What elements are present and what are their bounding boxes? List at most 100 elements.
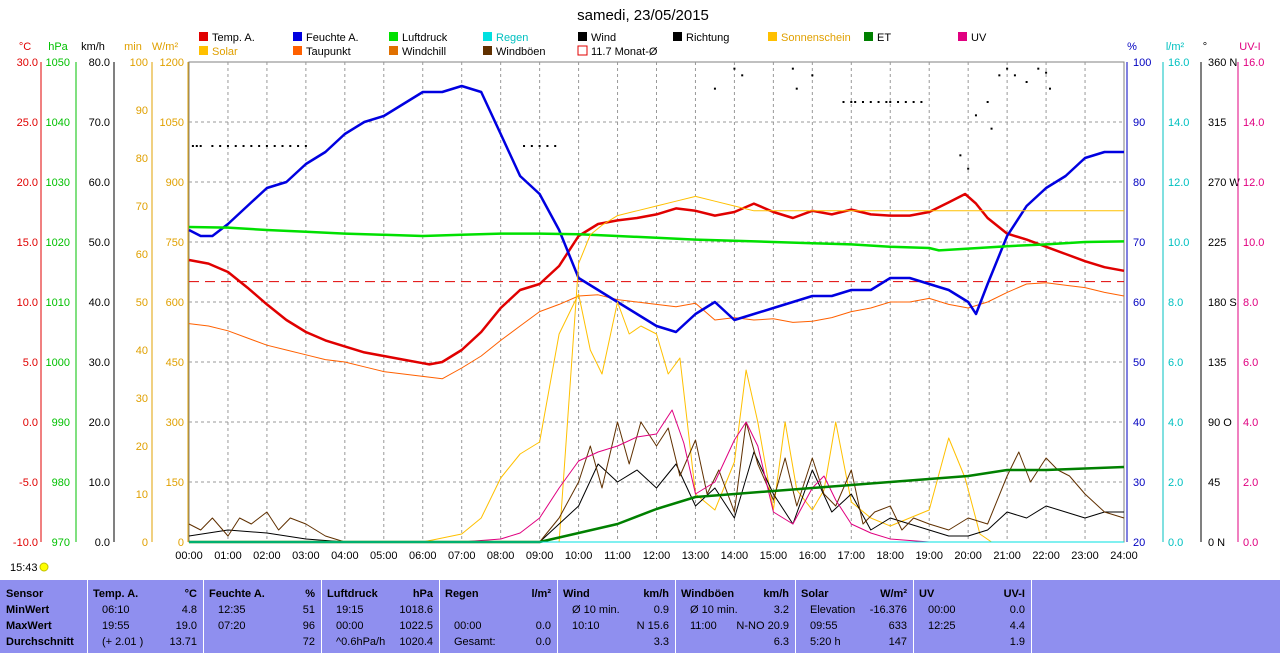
stats-cell: -16.376: [869, 604, 907, 616]
left-tick-label: 1020: [46, 237, 70, 249]
direction-point: [258, 145, 261, 147]
current-time-marker: [39, 562, 49, 572]
right-tick-label: 40: [1133, 417, 1145, 429]
stats-cell: Gesamt:: [454, 636, 496, 648]
direction-point: [974, 114, 977, 117]
x-tick-label: 12:00: [643, 550, 671, 562]
plot-area: [188, 67, 1125, 544]
direction-point: [912, 101, 915, 103]
stats-cell: 00:00: [336, 620, 364, 632]
right-tick-label: 270 W: [1208, 177, 1240, 189]
left-tick-label: 30.0: [17, 57, 38, 69]
left-tick-label: 750: [166, 237, 184, 249]
weather-chart: samedi, 23/05/2015 Temp. A. Feuchte A. Luf…: [10, 7, 1265, 574]
right-tick-label: 14.0: [1168, 117, 1189, 129]
left-axis-unit: hPa: [48, 41, 68, 53]
stats-cell: °C: [184, 588, 197, 600]
left-tick-label: 50.0: [89, 237, 110, 249]
x-tick-label: 20:00: [954, 550, 982, 562]
x-tick-label: 10:00: [565, 550, 593, 562]
direction-point: [795, 87, 798, 90]
direction-point: [242, 145, 245, 147]
legend-label-windchill: Windchill: [402, 46, 446, 58]
stats-cell: 4.8: [181, 604, 197, 616]
legend-label-humidity: Feuchte A.: [306, 32, 359, 44]
left-tick-label: -5.0: [19, 477, 38, 489]
direction-point: [1006, 67, 1009, 70]
stats-cell: Wind: [563, 588, 590, 600]
right-tick-label: 60: [1133, 297, 1145, 309]
left-tick-label: 20.0: [17, 177, 38, 189]
left-tick-label: 0.0: [23, 417, 38, 429]
right-tick-label: 20: [1133, 537, 1145, 549]
stats-cell: l/m²: [531, 588, 551, 600]
axes: °C 30.0 25.0 20.0 15.0 10.0 5.0 0.0 -5.0 -10.0 hPa…: [13, 41, 1265, 549]
left-tick-label: 1030: [46, 177, 70, 189]
left-tick-label: 1010: [46, 297, 70, 309]
stats-column-gust: Windböen km/h Ø 10 min. 3.2 11:00 N-NO 20.9 6.…: [676, 580, 796, 653]
stats-cell: W/m²: [880, 588, 907, 600]
stats-cell: N-NO 20.9: [736, 620, 789, 632]
stats-cell: (+ 2.01 ): [102, 636, 144, 648]
direction-point: [986, 101, 989, 103]
right-tick-label: 80: [1133, 177, 1145, 189]
stats-cell: 19:15: [336, 604, 364, 616]
stats-cell: 0.0: [535, 636, 551, 648]
stats-column-solar: Solar W/m² Elevation -16.376 09:55 633 5:20 h 1…: [796, 580, 914, 653]
stats-cell: 0.0: [1009, 604, 1025, 616]
stats-cell: 06:10: [102, 604, 130, 616]
right-tick-label: 0.0: [1168, 537, 1183, 549]
direction-point: [842, 101, 845, 103]
left-tick-label: 1040: [46, 117, 70, 129]
right-tick-label: 4.0: [1168, 417, 1183, 429]
stats-column-labels: Sensor MinWert MaxWert Durchschnitt: [0, 580, 88, 653]
left-axis-unit: W/m²: [152, 41, 179, 53]
left-tick-label: 10.0: [89, 477, 110, 489]
right-tick-label: 45: [1208, 477, 1220, 489]
direction-point: [523, 145, 526, 147]
stats-cell: Temp. A.: [93, 588, 139, 600]
right-tick-label: 10.0: [1168, 237, 1189, 249]
right-tick-label: 16.0: [1243, 57, 1264, 69]
direction-point: [265, 145, 268, 147]
stats-cell: Ø 10 min.: [572, 604, 620, 616]
x-tick-label: 23:00: [1071, 550, 1099, 562]
right-tick-label: 180 S: [1208, 297, 1237, 309]
right-tick-label: 12.0: [1243, 177, 1264, 189]
series-et: [189, 465, 1125, 544]
left-tick-label: 0: [142, 537, 148, 549]
legend-item-et: ET: [864, 32, 891, 44]
direction-point: [304, 145, 307, 147]
legend-item-pressure: Luftdruck: [389, 32, 448, 44]
right-tick-label: 0.0: [1243, 537, 1258, 549]
legend-item-solar: Solar: [199, 46, 238, 58]
direction-point: [897, 101, 900, 103]
direction-point: [546, 145, 549, 147]
left-tick-label: 50: [136, 297, 148, 309]
stats-cell: km/h: [643, 588, 669, 600]
stats-cell: 3.2: [773, 604, 789, 616]
chart-title: samedi, 23/05/2015: [577, 7, 709, 24]
direction-point: [199, 145, 202, 147]
legend-item-wind: Wind: [578, 32, 616, 44]
legend-label-dewpoint: Taupunkt: [306, 46, 351, 58]
stats-cell: Sensor: [6, 588, 44, 600]
legend-item-gust: Windböen: [483, 46, 546, 58]
right-tick-label: 8.0: [1243, 297, 1258, 309]
direction-point: [990, 127, 993, 130]
x-tick-label: 04:00: [331, 550, 359, 562]
left-tick-label: 60: [136, 249, 148, 261]
left-tick-label: 990: [52, 417, 70, 429]
direction-point: [195, 145, 198, 147]
direction-point: [289, 145, 292, 147]
stats-cell: 96: [302, 620, 315, 632]
stats-cell: 00:00: [928, 604, 956, 616]
stats-cell: 5:20 h: [810, 636, 841, 648]
direction-point: [811, 74, 814, 77]
right-tick-label: 2.0: [1168, 477, 1183, 489]
right-tick-label: 2.0: [1243, 477, 1258, 489]
right-tick-label: 14.0: [1243, 117, 1264, 129]
left-tick-label: 100: [130, 57, 148, 69]
stats-cell: Windböen: [681, 588, 735, 600]
